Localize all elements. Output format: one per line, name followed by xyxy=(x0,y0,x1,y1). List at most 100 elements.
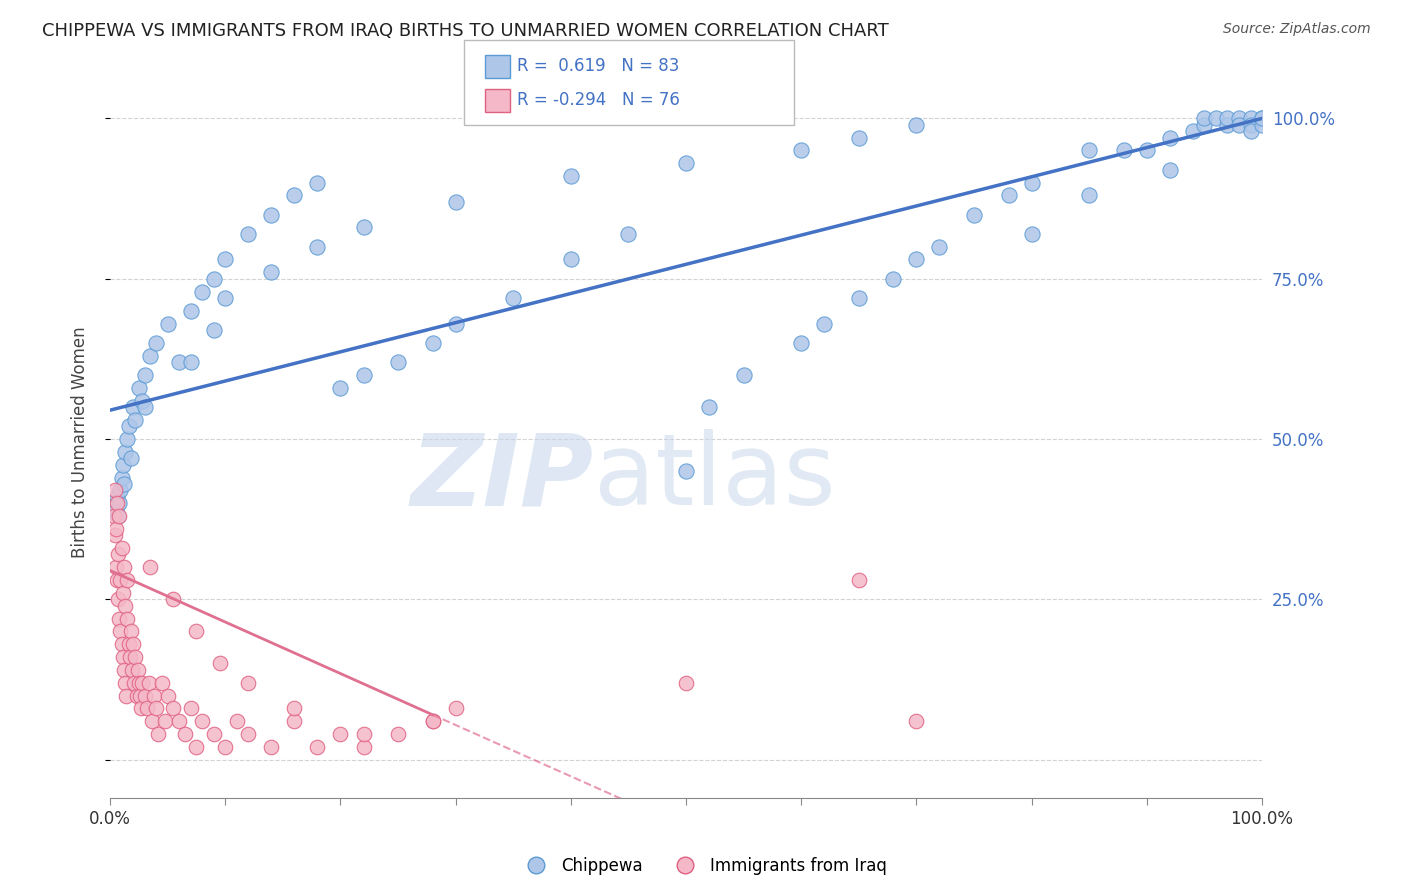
Point xyxy=(110,624,132,639)
Point xyxy=(790,335,813,350)
Point xyxy=(1078,188,1101,202)
Text: CHIPPEWA VS IMMIGRANTS FROM IRAQ BIRTHS TO UNMARRIED WOMEN CORRELATION CHART: CHIPPEWA VS IMMIGRANTS FROM IRAQ BIRTHS … xyxy=(42,22,889,40)
Point xyxy=(139,560,162,574)
Point xyxy=(114,445,136,459)
Point xyxy=(905,252,928,267)
Point xyxy=(1159,130,1181,145)
Point xyxy=(112,560,135,574)
Point xyxy=(156,317,179,331)
Point xyxy=(560,252,582,267)
Point xyxy=(128,381,150,395)
Y-axis label: Births to Unmarried Women: Births to Unmarried Women xyxy=(72,326,89,558)
Point xyxy=(329,727,352,741)
Point xyxy=(963,208,986,222)
Point xyxy=(125,689,148,703)
Point xyxy=(121,663,143,677)
Point xyxy=(105,496,128,510)
Point xyxy=(1251,112,1274,126)
Point xyxy=(1216,112,1239,126)
Point xyxy=(502,291,524,305)
Point xyxy=(174,727,197,741)
Point xyxy=(180,303,202,318)
Point xyxy=(733,368,755,382)
Point xyxy=(202,727,225,741)
Point xyxy=(120,451,142,466)
Point xyxy=(283,714,305,729)
Point xyxy=(156,689,179,703)
Point xyxy=(675,156,697,170)
Point xyxy=(1078,144,1101,158)
Point xyxy=(790,144,813,158)
Point xyxy=(134,689,156,703)
Point xyxy=(617,227,640,241)
Point xyxy=(120,624,142,639)
Point xyxy=(1251,112,1274,126)
Point xyxy=(145,335,167,350)
Point xyxy=(134,400,156,414)
Text: R = -0.294   N = 76: R = -0.294 N = 76 xyxy=(517,91,681,109)
Point xyxy=(124,413,146,427)
Point xyxy=(928,240,950,254)
Point xyxy=(1216,118,1239,132)
Point xyxy=(110,573,132,587)
Point xyxy=(905,714,928,729)
Point xyxy=(905,118,928,132)
Point xyxy=(118,650,141,665)
Point xyxy=(260,739,283,754)
Point xyxy=(1239,112,1261,126)
Point xyxy=(675,675,697,690)
Point xyxy=(997,188,1019,202)
Point xyxy=(124,650,146,665)
Point xyxy=(114,675,136,690)
Point xyxy=(1251,118,1274,132)
Text: atlas: atlas xyxy=(593,429,835,526)
Point xyxy=(127,663,149,677)
Point xyxy=(191,285,214,299)
Point xyxy=(1021,176,1043,190)
Point xyxy=(202,271,225,285)
Point xyxy=(1205,112,1227,126)
Point xyxy=(180,355,202,369)
Point xyxy=(186,624,208,639)
Point xyxy=(675,464,697,478)
Point xyxy=(111,586,134,600)
Point xyxy=(162,592,184,607)
Point xyxy=(162,701,184,715)
Point xyxy=(1227,112,1250,126)
Point xyxy=(105,490,128,504)
Point xyxy=(122,400,145,414)
Point xyxy=(813,317,835,331)
Point xyxy=(155,714,177,729)
Point xyxy=(214,252,236,267)
Point xyxy=(283,188,305,202)
Point xyxy=(191,714,214,729)
Point xyxy=(848,291,870,305)
Point xyxy=(148,727,170,741)
Point xyxy=(110,470,132,484)
Point xyxy=(117,637,139,651)
Point xyxy=(104,483,127,498)
Point xyxy=(150,675,173,690)
Point xyxy=(214,291,236,305)
Point xyxy=(186,739,208,754)
Point xyxy=(103,508,125,523)
Point xyxy=(1159,162,1181,177)
Point xyxy=(104,522,127,536)
Point xyxy=(1112,144,1135,158)
Point xyxy=(134,368,156,382)
Point xyxy=(108,611,131,625)
Point xyxy=(444,701,467,715)
Point xyxy=(114,599,136,613)
Point xyxy=(105,573,128,587)
Point xyxy=(1194,118,1216,132)
Point xyxy=(129,689,152,703)
Point xyxy=(307,240,329,254)
Point xyxy=(260,265,283,279)
Point xyxy=(1194,112,1216,126)
Point xyxy=(848,573,870,587)
Point xyxy=(422,714,444,729)
Point xyxy=(422,714,444,729)
Point xyxy=(353,220,375,235)
Point xyxy=(387,727,409,741)
Text: ZIP: ZIP xyxy=(411,429,593,526)
